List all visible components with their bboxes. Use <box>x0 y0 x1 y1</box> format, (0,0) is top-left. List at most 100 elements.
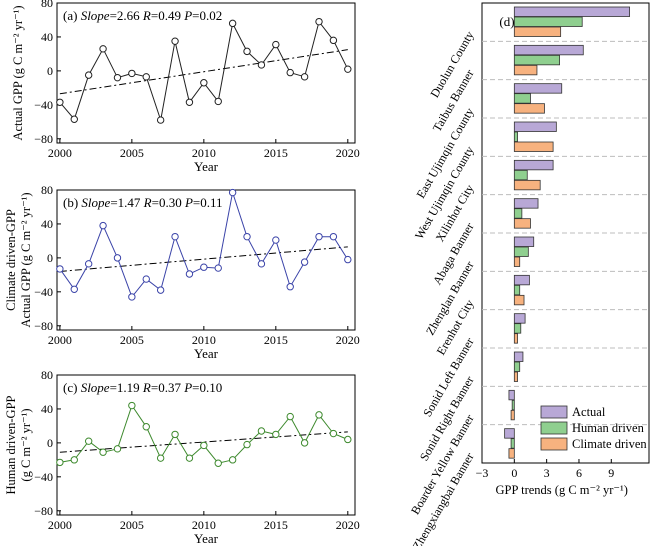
data-point <box>99 45 107 53</box>
bar <box>513 236 535 247</box>
data-point <box>300 258 309 266</box>
data-point <box>329 36 338 45</box>
legend-swatch <box>540 437 568 451</box>
data-point <box>128 69 136 78</box>
x-tick-label: 2005 <box>120 146 144 160</box>
bar <box>513 218 531 229</box>
x-tick-label: 2015 <box>264 146 288 160</box>
data-point <box>315 232 323 241</box>
bar <box>513 198 539 209</box>
data-point <box>56 98 64 106</box>
data-point <box>329 232 338 241</box>
bar <box>513 64 538 76</box>
x-tick-label: 6 <box>576 466 582 480</box>
data-point <box>344 255 352 264</box>
bar <box>513 274 530 286</box>
data-point <box>214 97 222 106</box>
data-point <box>228 456 237 464</box>
data-point <box>286 68 294 77</box>
x-tick-label: 0 <box>511 466 517 480</box>
data-point <box>344 65 352 73</box>
bar <box>513 121 557 132</box>
data-point <box>243 47 251 56</box>
x-tick-label: 2010 <box>192 146 216 160</box>
data-point <box>257 61 266 69</box>
data-point <box>70 456 78 464</box>
data-point <box>257 260 266 268</box>
data-point <box>113 254 122 262</box>
data-point <box>113 445 122 453</box>
data-point <box>315 17 323 26</box>
data-point <box>142 275 150 283</box>
y-tick-label: 80 <box>41 183 53 197</box>
plot-frame <box>56 2 356 144</box>
data-point <box>171 37 179 45</box>
data-point <box>200 79 208 87</box>
x-tick-label: 2005 <box>120 518 144 532</box>
bar <box>513 351 524 362</box>
legend-label: Climate driven <box>572 437 647 451</box>
y-tick-label: −80 <box>34 132 53 146</box>
y-tick-label: −40 <box>34 98 53 112</box>
y-tick-label: −80 <box>34 319 53 333</box>
x-axis-label: GPP trends (g C m⁻² yr⁻¹) <box>496 483 628 497</box>
bar <box>513 361 521 372</box>
y-tick-label: −40 <box>34 470 53 484</box>
data-point <box>128 293 136 301</box>
data-point <box>84 260 93 268</box>
trend-line <box>59 431 348 453</box>
x-tick-label: 2020 <box>336 518 360 532</box>
x-tick-label: 2020 <box>336 146 360 160</box>
data-point <box>243 232 251 241</box>
x-tick-label: 2000 <box>48 333 72 347</box>
bar <box>513 246 529 257</box>
trend-line <box>59 246 348 272</box>
y-tick-label: 40 <box>41 217 53 231</box>
data-point <box>156 454 165 462</box>
data-point <box>329 429 338 438</box>
data-point <box>171 430 179 439</box>
bar <box>513 103 545 114</box>
x-tick-label: 9 <box>608 466 614 480</box>
data-point <box>128 401 136 410</box>
x-tick-label: 3 <box>544 466 550 480</box>
data-point <box>156 286 165 294</box>
data-point <box>56 458 64 467</box>
data-point <box>315 411 323 419</box>
bar <box>504 428 515 439</box>
y-axis-label: Climate driven-GPP <box>4 209 18 311</box>
data-point <box>142 73 150 81</box>
y-tick-label: 0 <box>47 64 53 78</box>
x-tick-label: 2020 <box>336 333 360 347</box>
data-point <box>99 448 107 456</box>
data-point <box>228 188 237 197</box>
data-point <box>286 412 294 421</box>
bar <box>513 26 562 37</box>
x-axis-label: Year <box>194 346 219 361</box>
data-point <box>286 283 294 291</box>
data-point <box>257 427 266 435</box>
x-tick-label: 2005 <box>120 333 144 347</box>
y-tick-label: −80 <box>34 504 53 518</box>
data-point <box>99 221 107 230</box>
bar <box>508 448 515 459</box>
bar <box>513 169 528 181</box>
data-point <box>56 265 64 273</box>
x-tick-label: 2010 <box>192 518 216 532</box>
data-point <box>272 236 280 244</box>
legend-label: Actual <box>572 405 606 419</box>
bar <box>513 159 554 171</box>
stat-text: (a) Slope=2.66 R=0.49 P=0.02 <box>63 8 222 23</box>
bar <box>513 54 560 66</box>
y-tick-label: −40 <box>34 285 53 299</box>
data-point <box>171 232 179 241</box>
data-point <box>243 440 251 449</box>
bar <box>513 179 541 191</box>
bar <box>510 438 515 449</box>
panel-b: −80 −40 0 40 80 2000 2005 2010 2015 2020 Year Clima… <box>4 183 360 361</box>
panel-a: −80 −40 0 40 80 2000 2005 2010 2015 2020 Year Actua… <box>11 0 360 174</box>
data-point <box>300 73 309 81</box>
y-axis-label: Actual GPP (g C m⁻² yr⁻¹) <box>19 192 33 327</box>
data-point <box>214 459 222 467</box>
